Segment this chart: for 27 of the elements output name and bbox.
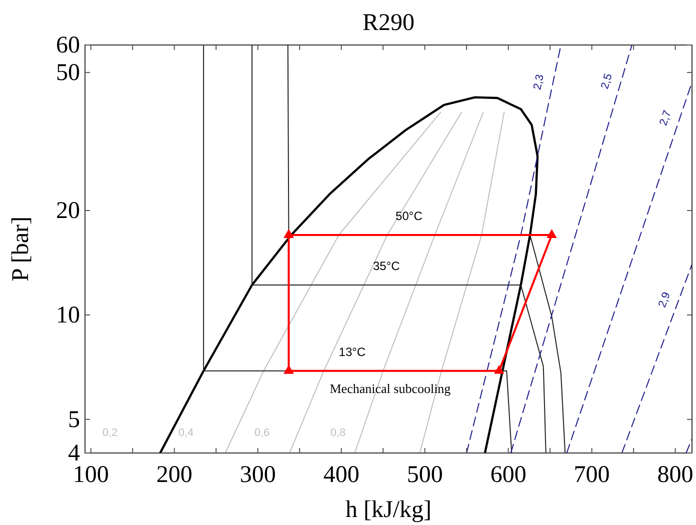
annotation: 0,6 xyxy=(254,426,270,439)
y-axis-title: P [bar] xyxy=(8,216,34,282)
annotation: 0,4 xyxy=(178,426,194,439)
annotation: 50°C xyxy=(396,209,423,224)
x-tick-label: 200 xyxy=(156,462,192,488)
y-tick-label: 20 xyxy=(56,198,80,224)
y-tick-label: 60 xyxy=(56,32,80,59)
annotation: Mechanical subcooling xyxy=(330,380,452,396)
y-tick-label: 10 xyxy=(56,302,80,329)
y-tick-label: 50 xyxy=(56,60,80,86)
y-tick-label: 5 xyxy=(68,407,80,434)
annotation: 35°C xyxy=(373,259,400,274)
text: 2,5 xyxy=(599,72,615,90)
x-tick-label: 400 xyxy=(323,462,360,488)
x-tick-label: 600 xyxy=(490,462,526,488)
x-axis-title: h [kJ/kg] xyxy=(346,497,432,523)
text: 2,3 xyxy=(532,73,546,91)
x-tick-label: 800 xyxy=(657,462,694,488)
chart-title: R290 xyxy=(362,10,415,36)
annotation: 0,8 xyxy=(330,426,346,439)
annotation: 0,2 xyxy=(102,426,118,439)
x-tick-label: 700 xyxy=(574,462,610,488)
x-tick-label: 500 xyxy=(406,462,443,488)
x-tick-label: 300 xyxy=(240,462,276,488)
text: 2,9 xyxy=(656,290,673,310)
text: 2,7 xyxy=(658,108,674,128)
annotation: 13°C xyxy=(338,345,366,360)
